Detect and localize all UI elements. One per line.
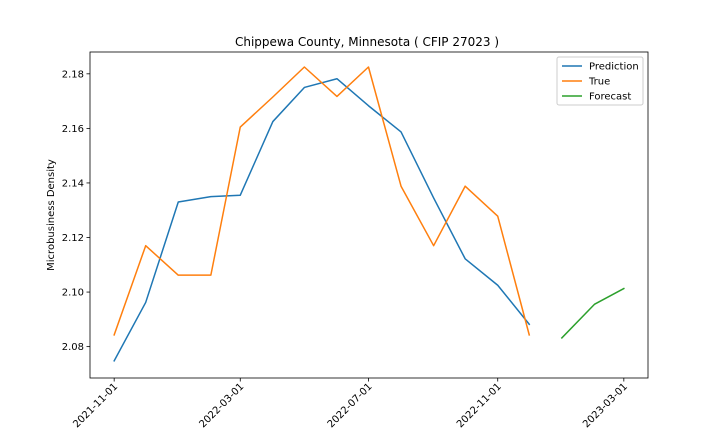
y-tick-label: 2.10 xyxy=(62,288,84,299)
plot-frame xyxy=(89,51,649,379)
x-tick-label: 2022-07-01 xyxy=(326,381,375,430)
y-axis-label: Microbusiness Density xyxy=(46,159,57,271)
legend-box xyxy=(556,56,644,106)
chart-title: Chippewa County, Minnesota ( CFIP 27023 … xyxy=(235,35,499,49)
series-layer xyxy=(113,66,625,362)
legend-label-true: True xyxy=(588,77,610,88)
series-line-true xyxy=(113,66,531,336)
y-tick-label: 2.16 xyxy=(62,124,84,135)
y-tick-label: 2.08 xyxy=(62,342,84,353)
x-tick-label: 2021-11-01 xyxy=(71,381,120,430)
y-tick-label: 2.12 xyxy=(62,233,84,244)
x-tick-label: 2022-11-01 xyxy=(455,381,504,430)
y-tick-label: 2.18 xyxy=(62,69,84,80)
legend: Prediction True Forecast xyxy=(556,56,644,106)
legend-label-forecast: Forecast xyxy=(589,92,631,103)
x-tick-label: 2022-03-01 xyxy=(198,381,247,430)
x-tick-label: 2023-03-01 xyxy=(581,381,630,430)
series-line-prediction xyxy=(113,77,531,362)
y-tick-label: 2.14 xyxy=(62,178,84,189)
legend-label-prediction: Prediction xyxy=(589,62,639,73)
